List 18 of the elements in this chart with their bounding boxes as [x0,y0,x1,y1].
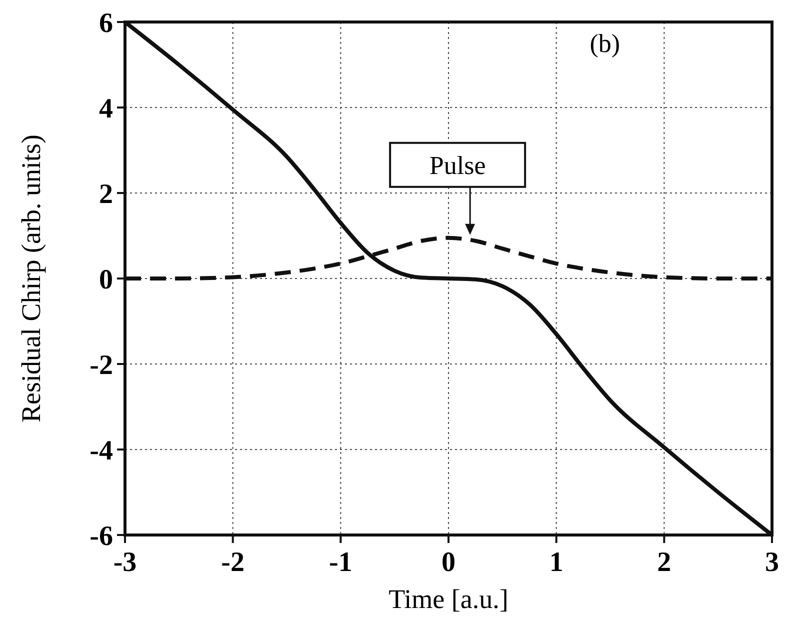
annotation: Pulse [429,150,486,180]
y-tick-label: -6 [90,520,113,552]
y-tick-label: 0 [99,264,113,296]
x-tick-label: -1 [329,547,352,578]
x-tick-label: 1 [549,547,564,578]
x-tick-label: 3 [765,547,779,578]
x-axis-title: Time [a.u.] [388,584,508,614]
y-tick-label: 4 [99,93,113,124]
x-tick-label: -3 [113,547,137,578]
annotation: (b) [590,28,620,58]
y-tick-label: -4 [90,435,113,466]
x-tick-label: -2 [221,547,244,578]
y-tick-label: 6 [99,8,113,39]
x-tick-label: 0 [442,547,456,578]
y-tick-label: -2 [90,350,113,381]
y-axis-title: Residual Chirp (arb. units) [16,134,46,422]
y-tick-label: 2 [99,178,113,210]
x-tick-label: 2 [657,547,672,578]
